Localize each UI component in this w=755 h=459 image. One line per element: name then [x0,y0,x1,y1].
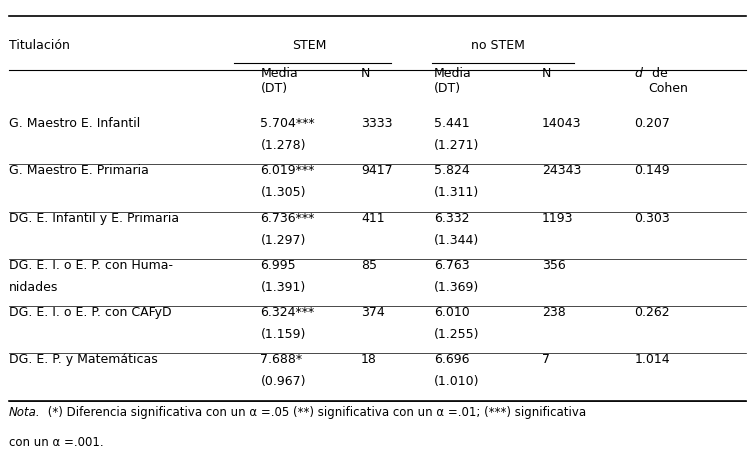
Text: 0.149: 0.149 [634,164,670,177]
Text: 238: 238 [542,306,565,319]
Text: (1.159): (1.159) [260,328,306,341]
Text: 6.736***: 6.736*** [260,212,315,224]
Text: 0.262: 0.262 [634,306,670,319]
Text: (1.278): (1.278) [260,139,306,152]
Text: con un α =.001.: con un α =.001. [9,436,103,449]
Text: 1193: 1193 [542,212,574,224]
Text: nidades: nidades [9,281,58,294]
Text: (1.255): (1.255) [434,328,479,341]
Text: 9417: 9417 [361,164,393,177]
Text: (1.271): (1.271) [434,139,479,152]
Text: 0.303: 0.303 [634,212,670,224]
Text: 3333: 3333 [361,117,393,130]
Text: 411: 411 [361,212,384,224]
Text: 6.010: 6.010 [434,306,470,319]
Text: DG. E. P. y Matemáticas: DG. E. P. y Matemáticas [9,353,158,366]
Text: (1.391): (1.391) [260,281,306,294]
Text: 5.824: 5.824 [434,164,470,177]
Text: G. Maestro E. Infantil: G. Maestro E. Infantil [9,117,140,130]
Text: 6.995: 6.995 [260,259,296,272]
Text: d: d [634,67,642,79]
Text: 6.763: 6.763 [434,259,470,272]
Text: 6.019***: 6.019*** [260,164,315,177]
Text: 356: 356 [542,259,565,272]
Text: Media
(DT): Media (DT) [434,67,472,95]
Text: 6.324***: 6.324*** [260,306,315,319]
Text: (1.297): (1.297) [260,234,306,246]
Text: (1.344): (1.344) [434,234,479,246]
Text: 7.688*: 7.688* [260,353,303,366]
Text: (0.967): (0.967) [260,375,306,388]
Text: DG. E. Infantil y E. Primaria: DG. E. Infantil y E. Primaria [9,212,179,224]
Text: 24343: 24343 [542,164,581,177]
Text: STEM: STEM [292,39,327,52]
Text: N: N [361,67,370,79]
Text: DG. E. I. o E. P. con CAFyD: DG. E. I. o E. P. con CAFyD [9,306,171,319]
Text: 5.704***: 5.704*** [260,117,315,130]
Text: DG. E. I. o E. P. con Huma-: DG. E. I. o E. P. con Huma- [9,259,173,272]
Text: 5.441: 5.441 [434,117,470,130]
Text: 18: 18 [361,353,377,366]
Text: 374: 374 [361,306,384,319]
Text: 85: 85 [361,259,377,272]
Text: Nota.: Nota. [9,406,41,419]
Text: (1.369): (1.369) [434,281,479,294]
Text: no STEM: no STEM [471,39,525,52]
Text: 1.014: 1.014 [634,353,670,366]
Text: 7: 7 [542,353,550,366]
Text: 0.207: 0.207 [634,117,670,130]
Text: 14043: 14043 [542,117,581,130]
Text: 6.332: 6.332 [434,212,470,224]
Text: (1.010): (1.010) [434,375,479,388]
Text: Media
(DT): Media (DT) [260,67,298,95]
Text: G. Maestro E. Primaria: G. Maestro E. Primaria [9,164,149,177]
Text: 6.696: 6.696 [434,353,470,366]
Text: Titulación: Titulación [9,39,70,52]
Text: (1.305): (1.305) [260,186,306,199]
Text: de
Cohen: de Cohen [648,67,688,95]
Text: (*) Diferencia significativa con un α =.05 (**) significativa con un α =.01; (**: (*) Diferencia significativa con un α =.… [44,406,586,419]
Text: N: N [542,67,551,79]
Text: (1.311): (1.311) [434,186,479,199]
